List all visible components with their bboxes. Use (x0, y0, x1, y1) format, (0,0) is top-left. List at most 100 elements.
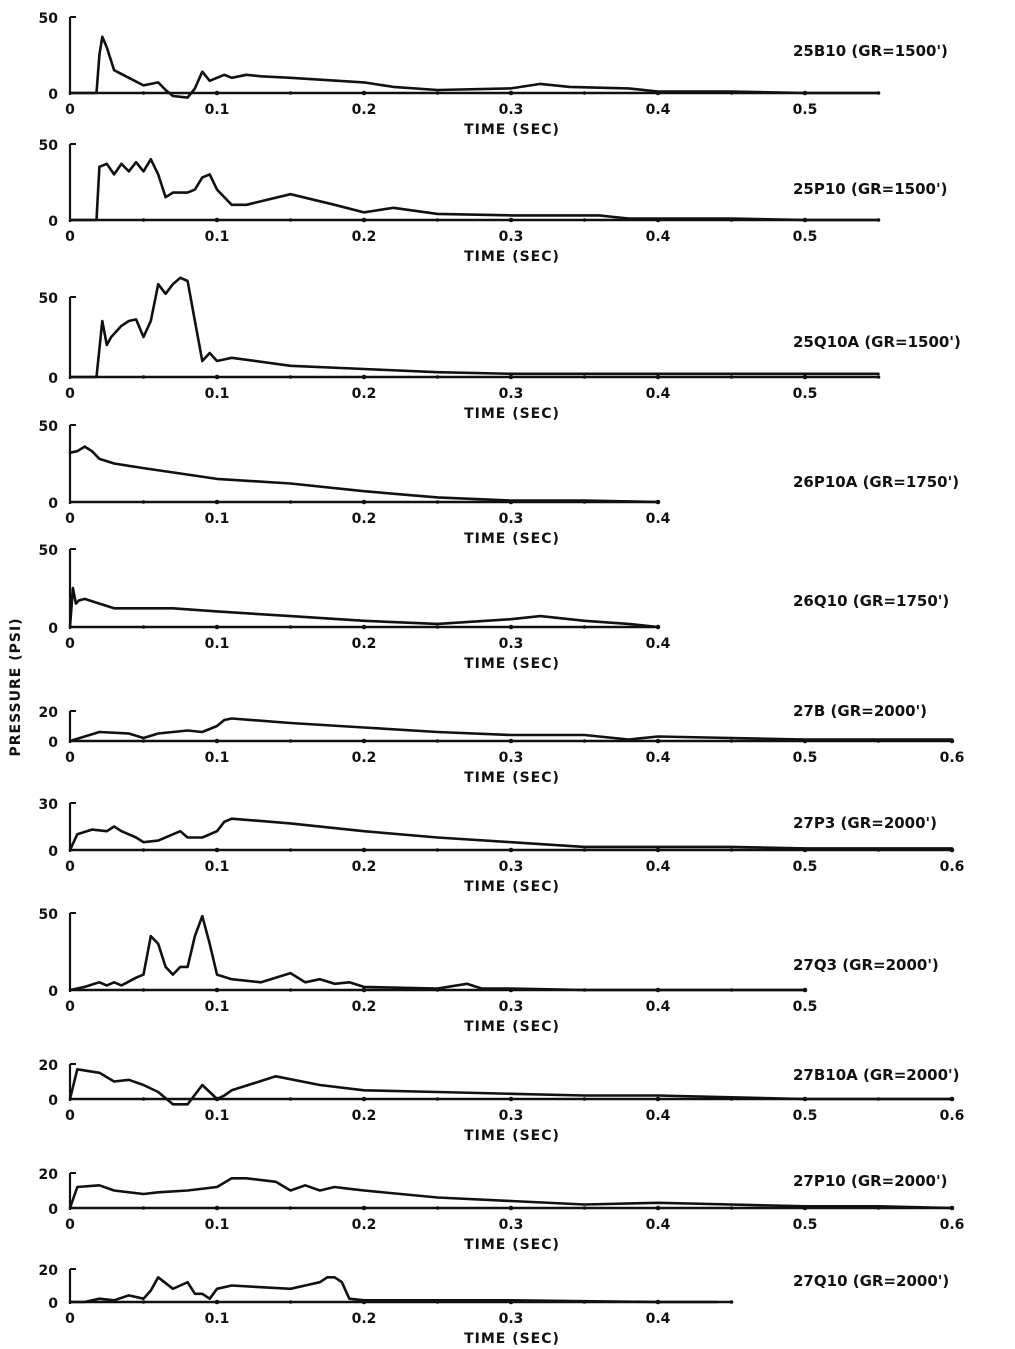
x-tick-mark (214, 90, 220, 96)
x-minor-tick (141, 625, 146, 629)
x-tick-mark (508, 738, 514, 744)
x-minor-tick (141, 848, 146, 852)
x-tick-mark (214, 1205, 220, 1211)
x-tick-mark (655, 847, 661, 853)
x-minor-tick (141, 988, 146, 992)
x-tick-mark (361, 1205, 367, 1211)
x-minor-tick (729, 848, 734, 852)
x-minor-tick (729, 739, 734, 743)
x-axis-title: TIME (SEC) (464, 249, 560, 265)
x-tick-label: 0.1 (205, 750, 230, 766)
x-tick-label: 0.4 (646, 1108, 671, 1124)
x-axis-title: TIME (SEC) (464, 770, 560, 786)
chart-panel: 0 20 0 0.1 0.2 0.3 0.4 TIME (SEC) 27Q10 (GR=2000… (39, 1263, 950, 1347)
series-line (68, 586, 660, 629)
x-minor-tick (582, 1097, 587, 1101)
x-minor-tick (288, 500, 293, 504)
x-minor-tick (876, 375, 881, 379)
x-tick-mark (361, 987, 367, 993)
chart-panel: 0 50 0 0.1 0.2 0.3 0.4 0.5 TIME (SEC) 27Q3 (GR=20… (39, 907, 939, 1035)
x-tick-label: 0.3 (499, 1311, 524, 1327)
x-tick-label: 0 (65, 859, 75, 875)
series-label: 25Q10A (GR=1500') (793, 333, 961, 351)
x-tick-label: 0 (65, 386, 75, 402)
x-tick-label: 0.4 (646, 1311, 671, 1327)
x-tick-label: 0.6 (940, 1217, 965, 1233)
x-minor-tick (435, 1097, 440, 1101)
y-tick-label: 50 (39, 291, 59, 307)
x-tick-label: 0.2 (352, 750, 377, 766)
series-line (68, 445, 660, 504)
x-axis-title: TIME (SEC) (464, 1019, 560, 1035)
y-tick-label: 30 (39, 797, 59, 813)
x-tick-label: 0.3 (499, 750, 524, 766)
x-minor-tick (435, 1206, 440, 1210)
x-tick-label: 0.5 (793, 750, 818, 766)
series-label: 26Q10 (GR=1750') (793, 592, 949, 610)
x-minor-tick (435, 500, 440, 504)
x-tick-label: 0.1 (205, 999, 230, 1015)
x-tick-label: 0.1 (205, 1217, 230, 1233)
x-tick-label: 0.5 (793, 999, 818, 1015)
y-tick-label: 50 (39, 543, 59, 559)
x-tick-mark (214, 987, 220, 993)
x-minor-tick (141, 500, 146, 504)
x-tick-label: 0.3 (499, 229, 524, 245)
x-tick-label: 0.1 (205, 636, 230, 652)
x-tick-label: 0.4 (646, 999, 671, 1015)
chart-panel: 0 20 0 0.1 0.2 0.3 0.4 0.5 0.6 TIME (SEC) 27B10A (… (39, 1058, 965, 1144)
x-minor-tick (288, 625, 293, 629)
x-tick-label: 0.2 (352, 386, 377, 402)
x-tick-label: 0.4 (646, 859, 671, 875)
chart-panel: 0 20 0 0.1 0.2 0.3 0.4 0.5 0.6 TIME (SEC) 27P10 (G… (39, 1167, 965, 1253)
x-tick-mark (361, 374, 367, 380)
x-tick-mark (214, 217, 220, 223)
x-tick-label: 0.2 (352, 1217, 377, 1233)
y-tick-label: 50 (39, 419, 59, 435)
x-tick-label: 0.5 (793, 102, 818, 118)
x-tick-mark (508, 217, 514, 223)
x-minor-tick (582, 848, 587, 852)
x-tick-mark (214, 499, 220, 505)
y-tick-label: 20 (39, 705, 59, 721)
x-minor-tick (582, 91, 587, 95)
x-tick-mark (361, 499, 367, 505)
x-tick-label: 0.6 (940, 859, 965, 875)
x-tick-label: 0 (65, 1217, 75, 1233)
x-tick-label: 0 (65, 1311, 75, 1327)
x-tick-label: 0.1 (205, 1311, 230, 1327)
x-tick-mark (361, 738, 367, 744)
y-tick-label: 0 (48, 1093, 58, 1109)
x-minor-tick (435, 739, 440, 743)
x-tick-label: 0.5 (793, 1108, 818, 1124)
x-tick-label: 0.5 (793, 859, 818, 875)
x-tick-label: 0.1 (205, 1108, 230, 1124)
x-tick-label: 0.3 (499, 386, 524, 402)
x-axis-title: TIME (SEC) (464, 1331, 560, 1347)
x-minor-tick (141, 218, 146, 222)
x-tick-label: 0.1 (205, 859, 230, 875)
x-tick-label: 0 (65, 511, 75, 527)
y-tick-label: 0 (48, 735, 58, 751)
series-label: 25P10 (GR=1500') (793, 180, 947, 198)
x-minor-tick (288, 848, 293, 852)
series-label: 27P3 (GR=2000') (793, 814, 937, 832)
x-tick-mark (214, 1299, 220, 1305)
x-minor-tick (582, 1206, 587, 1210)
x-tick-label: 0 (65, 1108, 75, 1124)
y-tick-label: 50 (39, 138, 59, 154)
series-line (68, 35, 880, 99)
y-tick-label: 50 (39, 11, 59, 27)
chart-panel: 0 50 0 0.1 0.2 0.3 0.4 TIME (SEC) 26Q10 (GR=1750… (39, 543, 950, 672)
y-tick-label: 0 (48, 371, 58, 387)
y-tick-label: 0 (48, 1296, 58, 1312)
x-minor-tick (435, 848, 440, 852)
x-minor-tick (582, 375, 587, 379)
x-tick-label: 0.5 (793, 229, 818, 245)
x-tick-label: 0.6 (940, 750, 965, 766)
x-tick-label: 0.2 (352, 511, 377, 527)
x-minor-tick (729, 1206, 734, 1210)
x-tick-mark (214, 374, 220, 380)
x-minor-tick (435, 375, 440, 379)
x-tick-label: 0.1 (205, 102, 230, 118)
